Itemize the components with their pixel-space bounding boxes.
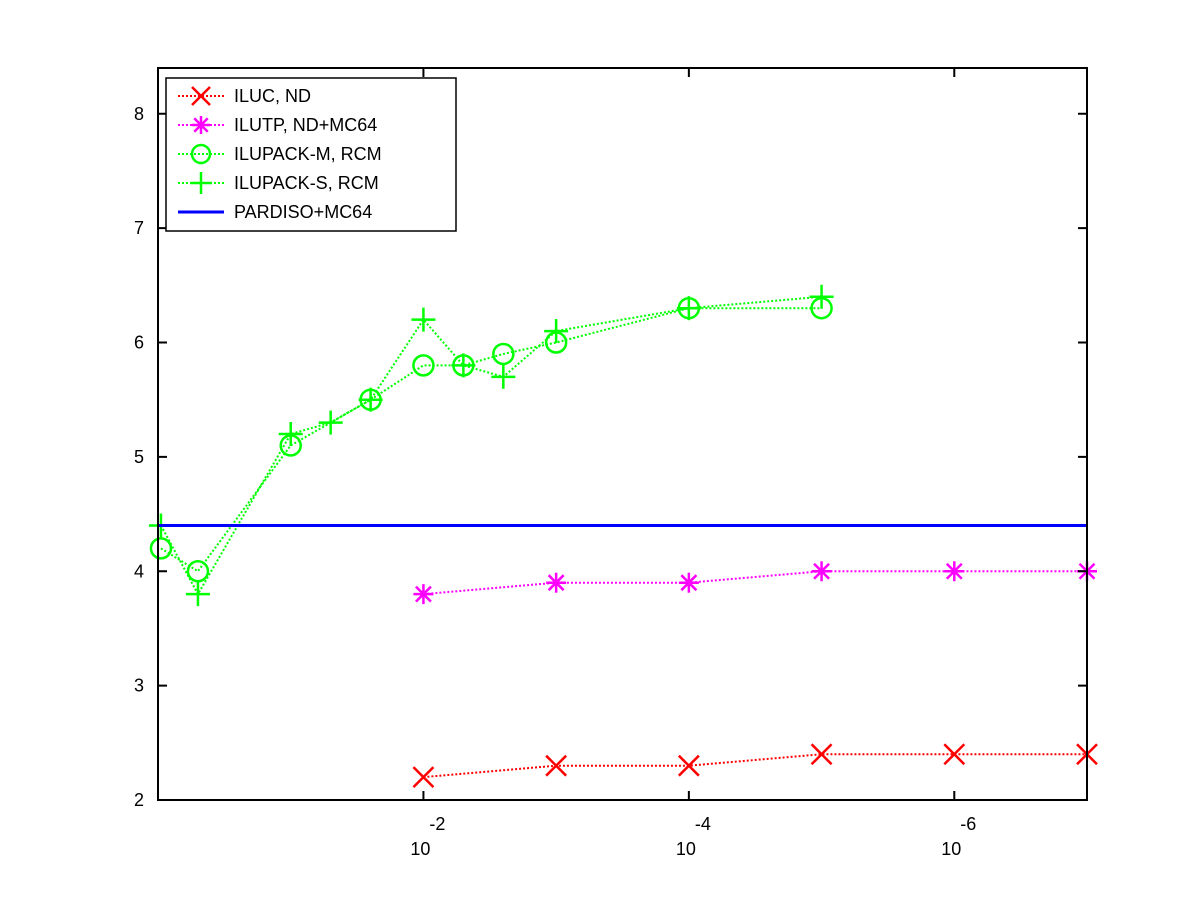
series-0-point-1-b	[545, 754, 568, 777]
series-line-1	[423, 570, 1087, 596]
legend-label-2: ILUPACK-M, RCM	[234, 144, 382, 164]
series-2-point-0	[149, 537, 173, 560]
y-tick-label-4: 6	[134, 333, 144, 353]
x-tick-label-exp-1: -4	[695, 814, 711, 834]
x-tick-label-base-1: 10	[676, 839, 696, 859]
series-3	[148, 284, 834, 607]
series-2-point-6	[492, 342, 515, 366]
legend-label-4: PARDISO+MC64	[234, 202, 372, 222]
series-line-3	[160, 295, 822, 597]
legend-label-0: ILUC, ND	[234, 86, 311, 106]
legend-marker-2	[190, 143, 212, 165]
legend-entry-2: ILUPACK-M, RCM	[178, 143, 382, 165]
series-0-point-2-b	[677, 754, 700, 777]
x-tick-label-base-0: 10	[410, 839, 430, 859]
series-0-point-4-b	[943, 743, 966, 766]
legend-label-1: ILUTP, ND+MC64	[234, 115, 377, 135]
series-2-point-4	[412, 354, 435, 377]
axes-frame	[157, 67, 1088, 801]
legend-entry-4: PARDISO+MC64	[178, 202, 372, 222]
series-1-point-1-b	[547, 574, 565, 592]
series-0-point-3-b	[810, 743, 833, 766]
legend-entry-3: ILUPACK-S, RCM	[178, 172, 379, 194]
legend-entry-0: ILUC, ND	[178, 86, 311, 106]
y-tick-label-6: 8	[134, 104, 144, 124]
legend-marker-1-b	[193, 117, 209, 133]
x-tick-label-exp-0: -2	[429, 814, 445, 834]
y-tick-label-3: 5	[134, 447, 144, 467]
y-tick-label-0: 2	[134, 790, 144, 810]
series-line-2	[160, 307, 822, 573]
series-line-0	[423, 753, 1087, 779]
y-tick-label-5: 7	[134, 218, 144, 238]
series-0	[412, 743, 1098, 789]
x-tick-label-base-2: 10	[941, 839, 961, 859]
series-0-point-0-b	[412, 766, 435, 789]
legend: ILUC, ND ILUTP, ND+MC64 ILUPACK-M, RCM ILUP…	[165, 77, 457, 232]
y-tick-label-2: 4	[134, 561, 144, 581]
series-1-point-0-b	[415, 585, 432, 603]
series-1-point-2-b	[680, 574, 698, 592]
legend-label-3: ILUPACK-S, RCM	[234, 173, 379, 193]
axes-layer: 2 3 4 5 6 7 8 10 -2 10 -4 10 -6	[134, 67, 1088, 859]
legend-marker-0-b	[191, 86, 211, 106]
legend-entry-1: ILUTP, ND+MC64	[178, 115, 377, 135]
y-tick-label-1: 3	[134, 676, 144, 696]
series-1	[413, 561, 1097, 605]
series-2-point-1	[186, 560, 210, 583]
series-1-point-3-b	[813, 562, 830, 580]
series-1-point-4-b	[945, 562, 963, 580]
series-layer	[148, 284, 1098, 789]
x-tick-label-exp-2: -6	[960, 814, 976, 834]
